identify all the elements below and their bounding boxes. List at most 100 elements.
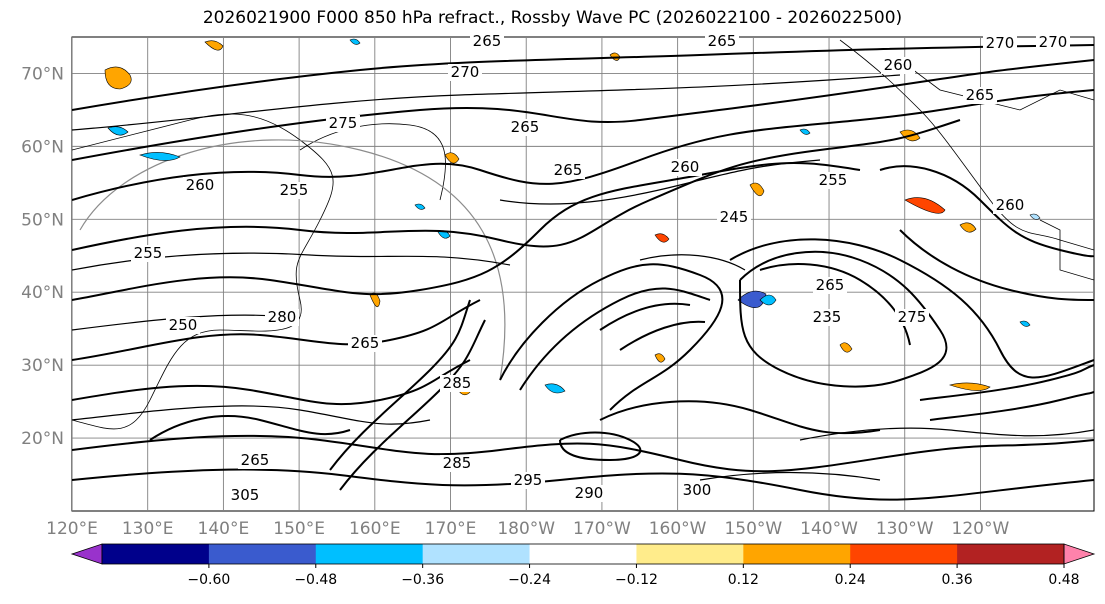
contour-label-bg	[470, 33, 504, 50]
contour-label-bg	[993, 197, 1027, 214]
lon-label: 150°W	[724, 519, 782, 539]
map-content	[72, 37, 1094, 511]
contour-label: 265	[241, 451, 270, 469]
contour-label-bg	[448, 64, 482, 81]
contour-label-bg	[705, 33, 739, 50]
lon-label: 140°W	[800, 519, 858, 539]
contour-label: 260	[186, 176, 215, 194]
colorbar-bin	[636, 544, 744, 564]
colorbar-tick-label: 0.48	[1048, 572, 1079, 588]
lat-label: 70°N	[21, 64, 64, 84]
lon-label: 150°E	[273, 519, 325, 539]
contour-lines	[72, 44, 1094, 501]
contour-label: 285	[443, 454, 472, 472]
colorbar-extend-low	[70, 543, 103, 565]
contour-label-bg	[238, 452, 272, 469]
colorbar-tick-label: −0.12	[615, 572, 658, 588]
lat-label: 60°N	[21, 137, 64, 157]
lon-label: 130°W	[876, 519, 934, 539]
chart-title: 2026021900 F000 850 hPa refract., Rossby…	[202, 8, 903, 28]
colorbar-bin	[850, 544, 958, 564]
lat-label: 30°N	[21, 356, 64, 376]
colorbar	[70, 543, 1096, 565]
contour-label-bg	[131, 245, 165, 262]
contour-label: 265	[966, 86, 995, 104]
lon-label: 120°W	[952, 519, 1010, 539]
colorbar-bin	[422, 544, 531, 564]
contour-label-bg	[1036, 34, 1070, 51]
lon-label: 160°E	[349, 519, 401, 539]
contour-label: 260	[996, 196, 1025, 214]
contour-label: 265	[351, 334, 380, 352]
contour-label: 235	[813, 308, 842, 326]
contour-label: 265	[554, 161, 583, 179]
colorbar-bin	[102, 544, 210, 564]
map-frame	[71, 36, 1095, 512]
contour-label: 265	[473, 32, 502, 50]
contour-label: 275	[898, 308, 927, 326]
contour-label: 280	[268, 308, 297, 326]
contour-label-bg	[440, 375, 474, 392]
contour-label-bg	[680, 482, 714, 499]
colorbar-tick-label: 0.24	[835, 572, 866, 588]
contour-label-bg	[668, 159, 702, 176]
contour-label: 285	[443, 374, 472, 392]
colorbar-ticks: −0.60 −0.48 −0.36 −0.24 −0.12 0.12 0.24 0.36 0.4…	[187, 564, 1080, 588]
contour-label-bg	[963, 87, 997, 104]
contour-label: 255	[819, 171, 848, 189]
lon-label: 180°W	[497, 519, 555, 539]
lon-label: 130°E	[122, 519, 174, 539]
contour-label-bg	[265, 309, 299, 326]
contour-label: 275	[329, 114, 358, 132]
contour-label: 265	[708, 32, 737, 50]
contour-label-bg	[183, 177, 217, 194]
contour-label-bg	[228, 487, 262, 504]
colorbar-bin	[957, 544, 1065, 564]
colorbar-tick-label: 0.12	[728, 572, 759, 588]
contour-label: 300	[683, 481, 712, 499]
contour-label-bg	[551, 162, 585, 179]
contour-label-bg	[895, 309, 929, 326]
colorbar-outline	[101, 543, 1065, 565]
colorbar-tick-label: −0.48	[294, 572, 337, 588]
colorbar-extend-high	[1063, 543, 1096, 565]
contour-label-bg	[983, 35, 1017, 52]
lon-label: 160°W	[649, 519, 707, 539]
contour-label: 245	[720, 208, 749, 226]
contour-label-bg	[572, 485, 606, 502]
latitude-labels: 70°N 60°N 50°N 40°N 30°N 20°N	[21, 64, 64, 449]
contour-label-bg	[816, 172, 850, 189]
colorbar-bin	[208, 544, 317, 564]
contour-label-bg	[440, 455, 474, 472]
contour-label-bg	[326, 115, 360, 132]
contour-label: 290	[575, 484, 604, 502]
contour-label: 265	[511, 118, 540, 136]
colorbar-tick-label: −0.60	[187, 572, 230, 588]
lon-label: 140°E	[198, 519, 250, 539]
contour-label-bg	[881, 57, 915, 74]
colorbar-tick-label: −0.36	[401, 572, 444, 588]
contour-label: 255	[134, 244, 163, 262]
colorbar-tick-label: −0.24	[508, 572, 551, 588]
contour-label: 250	[169, 316, 198, 334]
contour-label: 260	[671, 158, 700, 176]
contour-label-bg	[508, 119, 542, 136]
lon-label: 170°W	[573, 519, 631, 539]
contour-label: 295	[514, 471, 543, 489]
contour-label-bg	[166, 317, 200, 334]
contour-label-bg	[810, 309, 844, 326]
contour-label-bg	[813, 277, 847, 294]
contour-labels: 265 270 275 260 265 255 260 245 255 265 260 265 250 2…	[131, 32, 1070, 504]
contour-label: 265	[816, 276, 845, 294]
contour-label: 255	[280, 181, 309, 199]
longitude-labels: 120°E 130°E 140°E 150°E 160°E 170°E 180°W 170°W…	[46, 519, 1009, 539]
lat-label: 50°N	[21, 210, 64, 230]
contour-label-bg	[511, 472, 545, 489]
colorbar-tick-label: 0.36	[942, 572, 973, 588]
colorbar-bin	[315, 544, 424, 564]
colorbar-bin	[529, 544, 637, 564]
lat-label: 40°N	[21, 283, 64, 303]
reference-arc	[79, 139, 506, 381]
contour-label: 305	[231, 486, 260, 504]
